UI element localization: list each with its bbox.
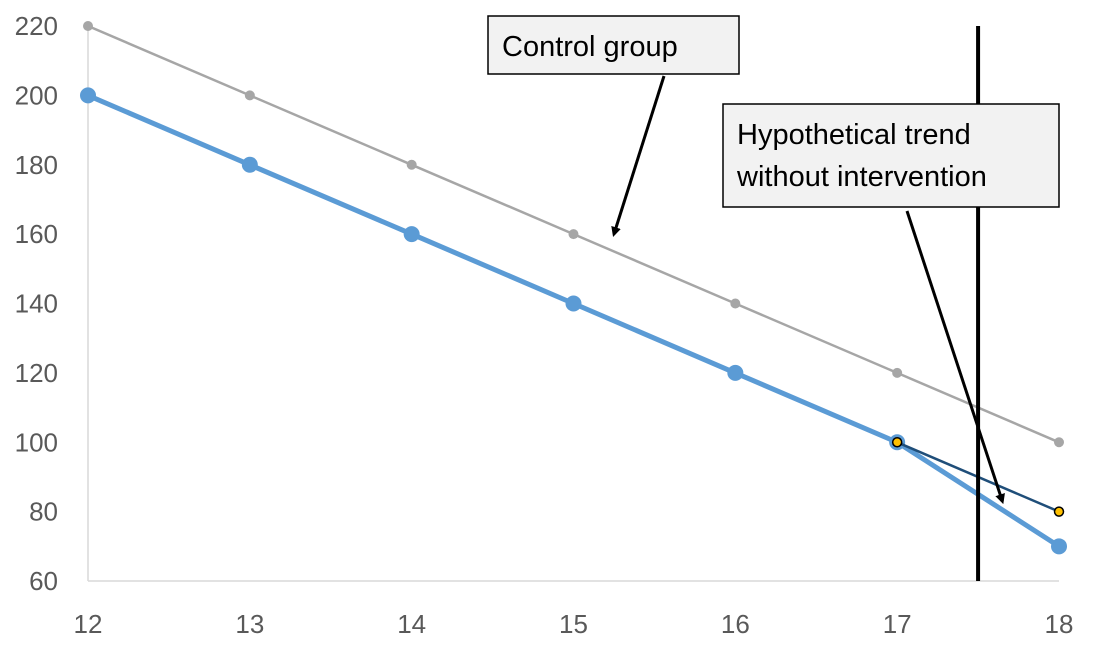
- axes: [87, 26, 1059, 582]
- data-point-control: [244, 90, 255, 101]
- series-control: [83, 21, 1064, 448]
- data-point-treatment: [80, 87, 96, 104]
- data-point-treatment: [727, 364, 744, 381]
- annotation-text: Hypothetical trend: [737, 119, 971, 151]
- annotation-box: [722, 103, 1060, 208]
- annotation-layer: Control group Hypothetical trend without i…: [487, 15, 1060, 505]
- annotation-box: [487, 15, 740, 75]
- y-tick-label: 100: [15, 427, 58, 457]
- y-tick-label: 80: [29, 497, 58, 527]
- x-tick-label: 16: [721, 609, 750, 639]
- y-tick-label: 220: [15, 11, 58, 41]
- annotation-text: Control group: [502, 31, 678, 63]
- data-point-treatment: [403, 226, 420, 243]
- data-point-control: [406, 159, 417, 170]
- x-tick-labels: 12 13 14 15 16 17 18: [74, 609, 1074, 639]
- y-tick-label: 160: [15, 219, 58, 249]
- annotation-text: without intervention: [736, 161, 987, 193]
- data-point-control: [568, 229, 579, 240]
- y-tick-label: 140: [15, 289, 58, 319]
- data-point-treatment: [1051, 538, 1067, 555]
- annotation-hypo: Hypothetical trend without intervention: [722, 103, 1060, 505]
- data-point-treatment: [241, 156, 258, 173]
- x-tick-label: 17: [883, 609, 912, 639]
- data-point-control: [892, 367, 903, 378]
- annotation-control: Control group: [487, 15, 740, 237]
- y-tick-labels: 60 80 100 120 140 160 180 200 220: [15, 11, 58, 596]
- y-tick-label: 60: [29, 566, 58, 596]
- x-tick-label: 13: [235, 609, 264, 639]
- data-point-control: [730, 298, 741, 309]
- data-point-treatment: [565, 295, 582, 312]
- data-point-control: [83, 21, 93, 31]
- x-tick-label: 18: [1045, 609, 1074, 639]
- data-point-counterfactual: [891, 437, 903, 448]
- annotation-arrow: [611, 75, 666, 237]
- y-tick-label: 120: [15, 358, 58, 388]
- x-tick-label: 12: [74, 609, 103, 639]
- x-tick-label: 15: [559, 609, 588, 639]
- y-tick-label: 180: [15, 150, 58, 180]
- series-layer: [80, 21, 1067, 555]
- data-point-counterfactual: [1053, 506, 1065, 517]
- annotation-arrow: [905, 210, 1005, 505]
- data-point-control: [1054, 437, 1064, 448]
- y-tick-label: 200: [15, 80, 58, 110]
- x-tick-label: 14: [397, 609, 426, 639]
